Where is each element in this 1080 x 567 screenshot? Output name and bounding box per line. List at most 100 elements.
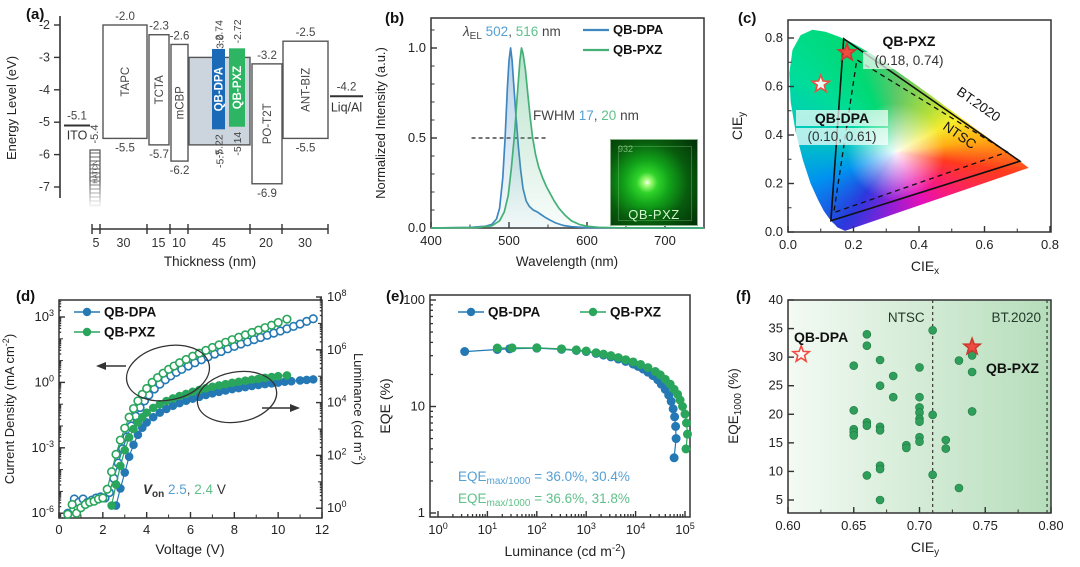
svg-text:1.0: 1.0 bbox=[408, 40, 426, 55]
panel-c-letter: (c) bbox=[738, 10, 757, 27]
svg-text:10: 10 bbox=[411, 399, 425, 414]
x-axis-title: Voltage (V) bbox=[155, 541, 224, 557]
y-axis-title: EQE1000 (%) bbox=[726, 368, 744, 444]
y-axis-title: Energy Level (eV) bbox=[4, 56, 19, 160]
svg-text:104: 104 bbox=[327, 394, 346, 410]
jvl-chart: 0 2 4 6 8 10 12 103 100 10-3 10-6 108 106 104 102 100 Vo… bbox=[1, 288, 367, 557]
svg-text:0.5: 0.5 bbox=[408, 130, 426, 145]
star-QB-DPA bbox=[790, 343, 812, 364]
eqe-plot: 100 101 102 103 104 105 1 10 100 Luminance (cd m-… bbox=[377, 292, 695, 559]
svg-text:10: 10 bbox=[172, 236, 186, 250]
panel-d: (d) 0 2 4 6 8 10 12 103 100 10-3 10-6 108 106 104 102 1… bbox=[0, 280, 370, 567]
svg-text:0.2: 0.2 bbox=[765, 176, 783, 191]
literature-points bbox=[849, 325, 977, 505]
thickness-axis: 5 30 15 10 45 20 30 Thickness (nm) bbox=[91, 224, 329, 269]
layer-QB-PXZ bbox=[229, 48, 245, 127]
svg-text:-4: -4 bbox=[39, 83, 50, 97]
von-annotation: Von 2.5, 2.4 V bbox=[143, 482, 226, 500]
svg-text:0.6: 0.6 bbox=[765, 79, 783, 94]
svg-text:30: 30 bbox=[769, 349, 783, 364]
fwhm-annotation: FWHM 17, 20 nm bbox=[533, 108, 639, 123]
svg-text:25: 25 bbox=[769, 378, 783, 393]
legend-item-QB-PXZ: QB-PXZ bbox=[610, 305, 661, 320]
svg-text:100: 100 bbox=[428, 521, 447, 537]
star-QB-DPA bbox=[810, 72, 832, 94]
svg-text:12: 12 bbox=[315, 522, 329, 537]
gamut-label-BT.2020: BT.2020 bbox=[954, 84, 1003, 125]
cathode-label: Liq/Al bbox=[331, 100, 362, 114]
svg-text:15: 15 bbox=[769, 435, 783, 450]
svg-text:0.75: 0.75 bbox=[973, 518, 998, 533]
peak-annotation: λEL 502, 516 nm bbox=[462, 24, 561, 42]
region-label-ntsc: NTSC bbox=[888, 310, 925, 325]
svg-text:-2.0: -2.0 bbox=[115, 11, 135, 23]
scatter-plot: 0.60 0.65 0.70 0.75 0.80 5 10 15 20 25 30 35 40 CIEy E… bbox=[726, 292, 1064, 558]
svg-text:10-3: 10-3 bbox=[32, 439, 54, 455]
svg-text:-5.5: -5.5 bbox=[115, 142, 135, 154]
svg-text:103: 103 bbox=[35, 308, 54, 324]
energy-level-diagram: -2 -3 -4 -5 -6 -7 Energy Level (eV) -5.1 ITO -5.4… bbox=[4, 11, 363, 269]
svg-text:-6: -6 bbox=[39, 148, 50, 162]
hatcn-label: HATCN bbox=[93, 160, 100, 184]
svg-text:0.2: 0.2 bbox=[844, 237, 862, 252]
x-axis-title: CIEy bbox=[911, 539, 939, 558]
cie-plot: 0.00.0 0.2 0.2 0.4 0.4 0.6 0.6 0.8 0.8 CIEx CIEy BT… bbox=[729, 19, 1059, 277]
svg-text:-5.7: -5.7 bbox=[215, 150, 227, 168]
eqe-luminance-chart: 100 101 102 103 104 105 1 10 100 Luminance (cd m-… bbox=[377, 292, 695, 559]
svg-text:102: 102 bbox=[327, 446, 346, 462]
svg-text:0.80: 0.80 bbox=[1038, 518, 1063, 533]
legend-item-QB-PXZ: QB-PXZ bbox=[613, 42, 662, 57]
svg-text:10: 10 bbox=[769, 463, 783, 478]
svg-text:100: 100 bbox=[35, 373, 54, 389]
gamut-label-NTSC: NTSC bbox=[940, 119, 979, 153]
svg-text:-2.72: -2.72 bbox=[232, 19, 244, 43]
svg-text:-4.2: -4.2 bbox=[337, 81, 357, 93]
svg-text:-6.9: -6.9 bbox=[257, 188, 277, 200]
svg-text:20: 20 bbox=[769, 406, 783, 421]
layer-TCTA bbox=[148, 34, 170, 146]
svg-text:0.60: 0.60 bbox=[775, 518, 800, 533]
inset-corner-mark: 932 bbox=[618, 144, 634, 154]
eqe-cie-scatter-chart: 0.60 0.65 0.70 0.75 0.80 5 10 15 20 25 30 35 40 CIEy E… bbox=[726, 292, 1064, 558]
point-label-QB-PXZ: QB-PXZ bbox=[986, 360, 1039, 376]
region-label-bt2020: BT.2020 bbox=[992, 310, 1042, 325]
svg-text:104: 104 bbox=[626, 521, 645, 537]
x-axis-title: Wavelength (nm) bbox=[516, 254, 618, 269]
point-label-QB-PXZ: QB-PXZ bbox=[883, 33, 936, 49]
svg-text:100: 100 bbox=[403, 292, 425, 307]
svg-text:-2: -2 bbox=[39, 18, 50, 32]
spectrum-plot: 400 500 600 700 0.0 0.5 1.0 Wavelength (nm) Norm… bbox=[373, 17, 705, 269]
inset-device-label: QB-PXZ bbox=[628, 207, 680, 222]
layer-label: QB-PXZ bbox=[232, 66, 244, 109]
svg-text:103: 103 bbox=[576, 521, 595, 537]
svg-text:5: 5 bbox=[93, 236, 100, 250]
svg-text:-5: -5 bbox=[39, 115, 50, 129]
svg-text:105: 105 bbox=[675, 521, 694, 537]
y-axis-title: EQE (%) bbox=[377, 378, 393, 433]
svg-text:15: 15 bbox=[152, 236, 166, 250]
panel-d-letter: (d) bbox=[16, 288, 36, 305]
legend: QB-DPA QB-PXZ bbox=[458, 305, 661, 320]
cie-chromaticity-chart: 0.00.0 0.2 0.2 0.4 0.4 0.6 0.6 0.8 0.8 CIEx CIEy BT… bbox=[729, 19, 1059, 277]
x-axis-title: CIEx bbox=[911, 258, 939, 277]
point-label-QB-DPA: QB-DPA bbox=[815, 110, 869, 126]
legend: QB-DPA QB-PXZ bbox=[74, 305, 156, 340]
panel-c: (c) 0.0 0.0 0.2 0.2 0.4 0.4 0.6 0.6 0.8 0.8 CIEx CI… bbox=[720, 0, 1080, 280]
star-QB-PXZ bbox=[961, 336, 983, 356]
eqe-annotation-green: EQEmax/1000 = 36.6%, 31.8% bbox=[458, 491, 630, 509]
svg-text:20: 20 bbox=[259, 236, 273, 250]
svg-text:-5.5: -5.5 bbox=[296, 142, 316, 154]
svg-text:-6.2: -6.2 bbox=[170, 165, 190, 177]
layer-label: TAPC bbox=[120, 67, 132, 97]
layer-ANT-BIZ bbox=[282, 40, 329, 140]
layer-label: ANT-BIZ bbox=[301, 68, 313, 112]
legend-item-QB-PXZ: QB-PXZ bbox=[104, 325, 155, 340]
svg-text:0: 0 bbox=[55, 522, 62, 537]
layer-PO-T2T bbox=[251, 63, 283, 185]
el-spectrum-chart: 400 500 600 700 0.0 0.5 1.0 Wavelength (nm) Norm… bbox=[373, 17, 705, 269]
panel-f-letter: (f) bbox=[736, 288, 751, 305]
svg-text:8: 8 bbox=[231, 522, 238, 537]
svg-text:-5.14: -5.14 bbox=[232, 132, 244, 156]
svg-text:10: 10 bbox=[271, 522, 285, 537]
